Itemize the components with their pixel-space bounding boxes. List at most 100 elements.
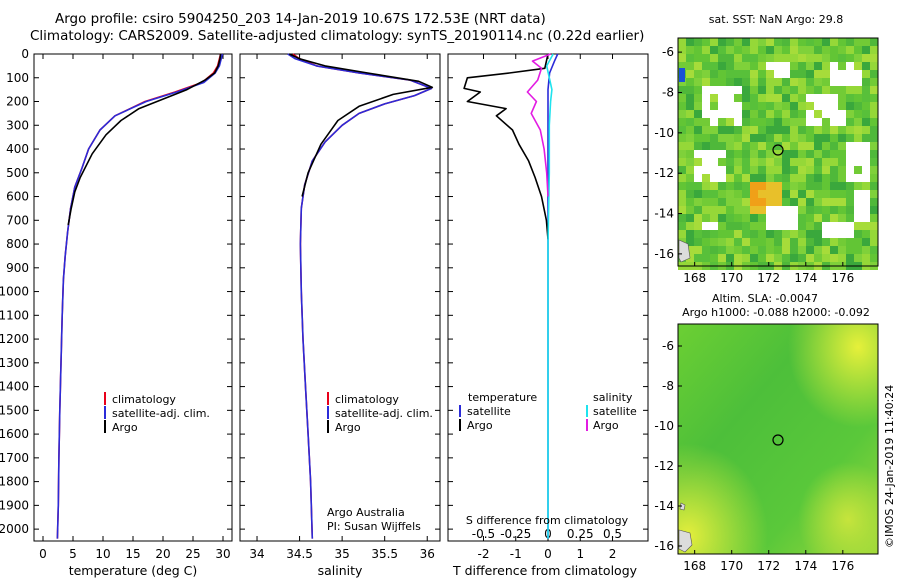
sst-cell — [870, 198, 878, 206]
sst-cell — [702, 206, 710, 214]
sst-cell — [686, 62, 694, 70]
sst-cell — [798, 182, 806, 190]
sst-cell — [782, 38, 790, 46]
sst-cell — [750, 94, 758, 102]
depth-tick-label: 1800 — [0, 475, 29, 489]
sst-cell — [822, 182, 830, 190]
sst-argo-marker — [772, 144, 784, 156]
sst-cell — [758, 102, 766, 110]
sst-cell — [678, 142, 686, 150]
x-tick-label: 1 — [576, 547, 584, 561]
sst-cell — [718, 158, 726, 166]
sst-cell — [726, 126, 734, 134]
lat-tick-label: -16 — [654, 247, 674, 261]
x-tick-label: -2 — [477, 547, 489, 561]
sst-cell — [742, 110, 750, 118]
sst-cell — [790, 62, 798, 70]
sst-cell — [766, 126, 774, 134]
sst-cell — [838, 38, 846, 46]
sst-cell — [798, 222, 806, 230]
sst-cell — [758, 206, 766, 214]
series-line-s-argo — [526, 53, 551, 197]
x-tick-label: 10 — [95, 547, 110, 561]
depth-tick-label: 400 — [6, 142, 29, 156]
depth-tick-label: 2000 — [0, 522, 29, 536]
lat-tick-label: -10 — [654, 419, 674, 433]
sst-cell — [854, 102, 862, 110]
lat-tick-label: -12 — [654, 459, 674, 473]
sst-cell — [726, 54, 734, 62]
sst-cell — [806, 78, 814, 86]
sst-cell — [798, 214, 806, 222]
sst-cell — [854, 62, 862, 70]
sst-cell — [798, 110, 806, 118]
sst-cell — [838, 198, 846, 206]
sst-cell — [734, 134, 742, 142]
watermark: ©IMOS 24-Jan-2019 11:40:24 — [883, 385, 896, 548]
sst-cell — [734, 222, 742, 230]
sst-cell — [822, 158, 830, 166]
sst-cell — [870, 246, 878, 254]
sst-cell — [726, 174, 734, 182]
sla-argo-marker — [772, 434, 784, 446]
sst-cell — [838, 174, 846, 182]
sst-cell — [854, 46, 862, 54]
sst-cell — [726, 78, 734, 86]
sst-cell — [766, 78, 774, 86]
sst-cell — [870, 70, 878, 78]
sst-cell — [822, 38, 830, 46]
sst-cell — [806, 238, 814, 246]
sst-cell — [782, 158, 790, 166]
sst-cell — [758, 110, 766, 118]
sst-cell — [862, 62, 870, 70]
sst-cell — [766, 86, 774, 94]
sst-cell — [854, 222, 862, 230]
sst-cell — [742, 142, 750, 150]
depth-axis: 0 100 200 300 400 500 600 700 800 900 1000 1100 1200… — [0, 47, 648, 536]
temperature-plot: 0 5 10 15 20 25 30 — [39, 53, 231, 561]
sst-cell — [718, 46, 726, 54]
sla-map-highlight-se — [678, 324, 878, 554]
sst-cell — [686, 238, 694, 246]
sst-cell — [678, 94, 686, 102]
sst-cell — [782, 126, 790, 134]
sst-cell — [702, 190, 710, 198]
depth-tick-label: 1300 — [0, 356, 29, 370]
sst-cell — [798, 102, 806, 110]
legend-s-satellite: satellite — [593, 405, 637, 418]
sst-cell — [702, 62, 710, 70]
s-tick-label: -0.25 — [500, 527, 531, 541]
sst-cell — [758, 254, 766, 262]
sst-cell — [830, 246, 838, 254]
sst-cell — [678, 126, 686, 134]
sst-cell — [718, 254, 726, 262]
sst-cell — [862, 118, 870, 126]
sst-cell — [806, 86, 814, 94]
sst-cell — [710, 198, 718, 206]
x-tick-label: 0 — [544, 547, 552, 561]
sst-cell — [830, 46, 838, 54]
sst-cell — [686, 182, 694, 190]
sst-cell — [854, 182, 862, 190]
sst-cell — [814, 198, 822, 206]
sst-cell — [710, 246, 718, 254]
lat-tick-label: -14 — [654, 499, 674, 513]
salinity-legend: climatology satellite-adj. clim. Argo — [327, 392, 433, 434]
difference-legend: temperature satellite Argo salinity sate… — [459, 391, 637, 527]
sst-cell — [702, 142, 710, 150]
sst-cell — [830, 134, 838, 142]
sst-cell — [734, 206, 742, 214]
sst-cell — [838, 102, 846, 110]
sst-cell — [694, 182, 702, 190]
sst-cell — [806, 166, 814, 174]
sst-cell — [798, 134, 806, 142]
sst-cell — [790, 254, 798, 262]
x-tick-label: 25 — [185, 547, 200, 561]
sst-cell — [718, 70, 726, 78]
sst-cell — [846, 246, 854, 254]
sst-cell — [694, 246, 702, 254]
sst-cell — [814, 70, 822, 78]
sst-cell — [822, 246, 830, 254]
sst-map-axes: -6 -8 -10 -12 -14 -16 168 170 172 174 176 — [654, 45, 854, 285]
sst-cell — [862, 94, 870, 102]
